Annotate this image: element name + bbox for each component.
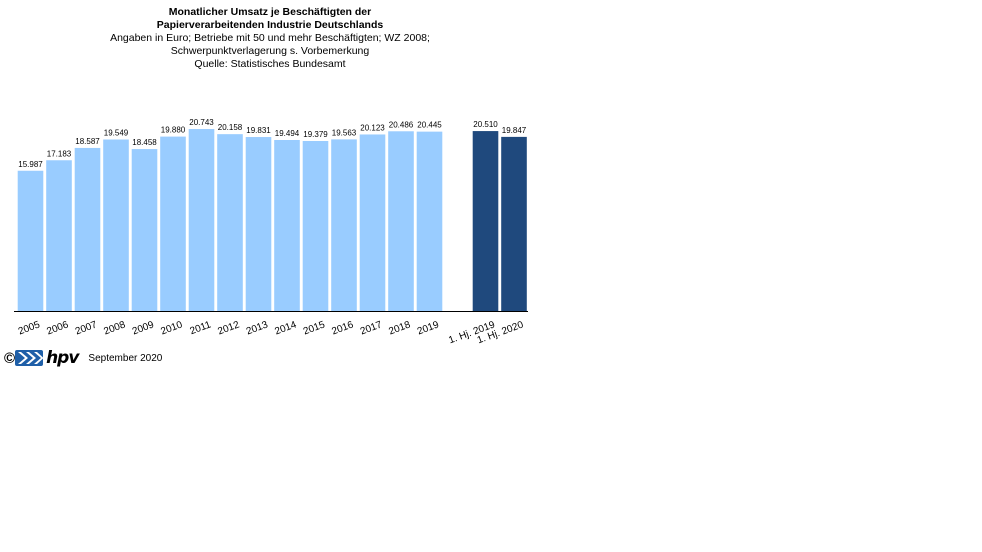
hpv-logo-text: hpv <box>46 348 79 368</box>
data-label: 20.743 <box>189 118 214 127</box>
bar <box>359 134 386 311</box>
bar <box>217 134 243 311</box>
data-label: 18.458 <box>132 138 157 147</box>
hpv-chevron-logo-icon <box>15 350 44 366</box>
bar <box>160 136 186 311</box>
bar <box>46 160 72 311</box>
x-tick-label: 2008 <box>102 319 127 337</box>
x-tick-label: 2017 <box>359 319 384 337</box>
bar <box>245 137 272 311</box>
bar-chart: 15.987 2005 17.183 2006 18.587 2007 19.549 2008… <box>14 118 528 345</box>
x-tick-label: 2019 <box>416 319 441 337</box>
x-tick-label: 2016 <box>330 319 355 337</box>
bar <box>17 170 44 311</box>
chart-subtitle-note: Schwerpunktverlagerung s. Vorbemerkung <box>170 45 370 57</box>
bar <box>331 139 357 311</box>
bar <box>472 131 499 311</box>
x-tick-label: 2006 <box>45 319 70 337</box>
bar <box>416 131 443 311</box>
data-label: 19.847 <box>502 126 527 135</box>
x-tick-label: 2013 <box>245 319 270 337</box>
footer: © hpv September 2020 <box>4 346 162 370</box>
bar <box>74 147 101 311</box>
footer-date: September 2020 <box>88 352 163 364</box>
bar <box>188 129 215 311</box>
data-label: 19.563 <box>332 128 357 137</box>
x-tick-label: 2018 <box>387 319 412 337</box>
x-tick-label: 2015 <box>302 319 327 337</box>
x-tick-label: 2005 <box>17 319 42 337</box>
bar <box>501 136 527 311</box>
data-label: 19.880 <box>161 126 186 135</box>
x-tick-label: 2014 <box>273 319 298 337</box>
x-tick-label: 2009 <box>131 319 156 337</box>
x-tick-label: 2010 <box>159 319 184 337</box>
chart-title: Monatlicher Umsatz je Beschäftigten der <box>168 6 372 18</box>
data-label: 18.587 <box>75 137 100 146</box>
chart-title-block: Monatlicher Umsatz je Beschäftigten der … <box>60 6 480 71</box>
x-tick-label: 2011 <box>189 319 213 337</box>
data-label: 17.183 <box>47 149 72 158</box>
bar <box>302 140 329 311</box>
chart-subtitle-source: Quelle: Statistisches Bundesamt <box>194 58 346 70</box>
bar <box>103 139 129 311</box>
chart-title-line-2: Papierverarbeitenden Industrie Deutschla… <box>156 19 384 31</box>
data-label: 19.379 <box>303 130 328 139</box>
copyright-symbol: © <box>4 349 16 367</box>
data-label: 19.831 <box>246 126 271 135</box>
data-label: 20.123 <box>360 123 385 132</box>
bar <box>388 131 414 311</box>
data-label: 20.445 <box>417 121 442 130</box>
data-label: 19.494 <box>275 129 300 138</box>
x-tick-label: 2007 <box>74 319 99 337</box>
data-label: 20.510 <box>473 120 498 129</box>
bar <box>274 139 300 311</box>
x-tick-label: 2012 <box>216 319 241 337</box>
bar <box>131 149 158 311</box>
data-label: 15.987 <box>18 160 43 169</box>
data-label: 19.549 <box>104 129 129 138</box>
data-label: 20.486 <box>389 120 414 129</box>
data-label: 20.158 <box>218 123 243 132</box>
chart-subtitle-units: Angaben in Euro; Betriebe mit 50 und meh… <box>110 32 430 44</box>
